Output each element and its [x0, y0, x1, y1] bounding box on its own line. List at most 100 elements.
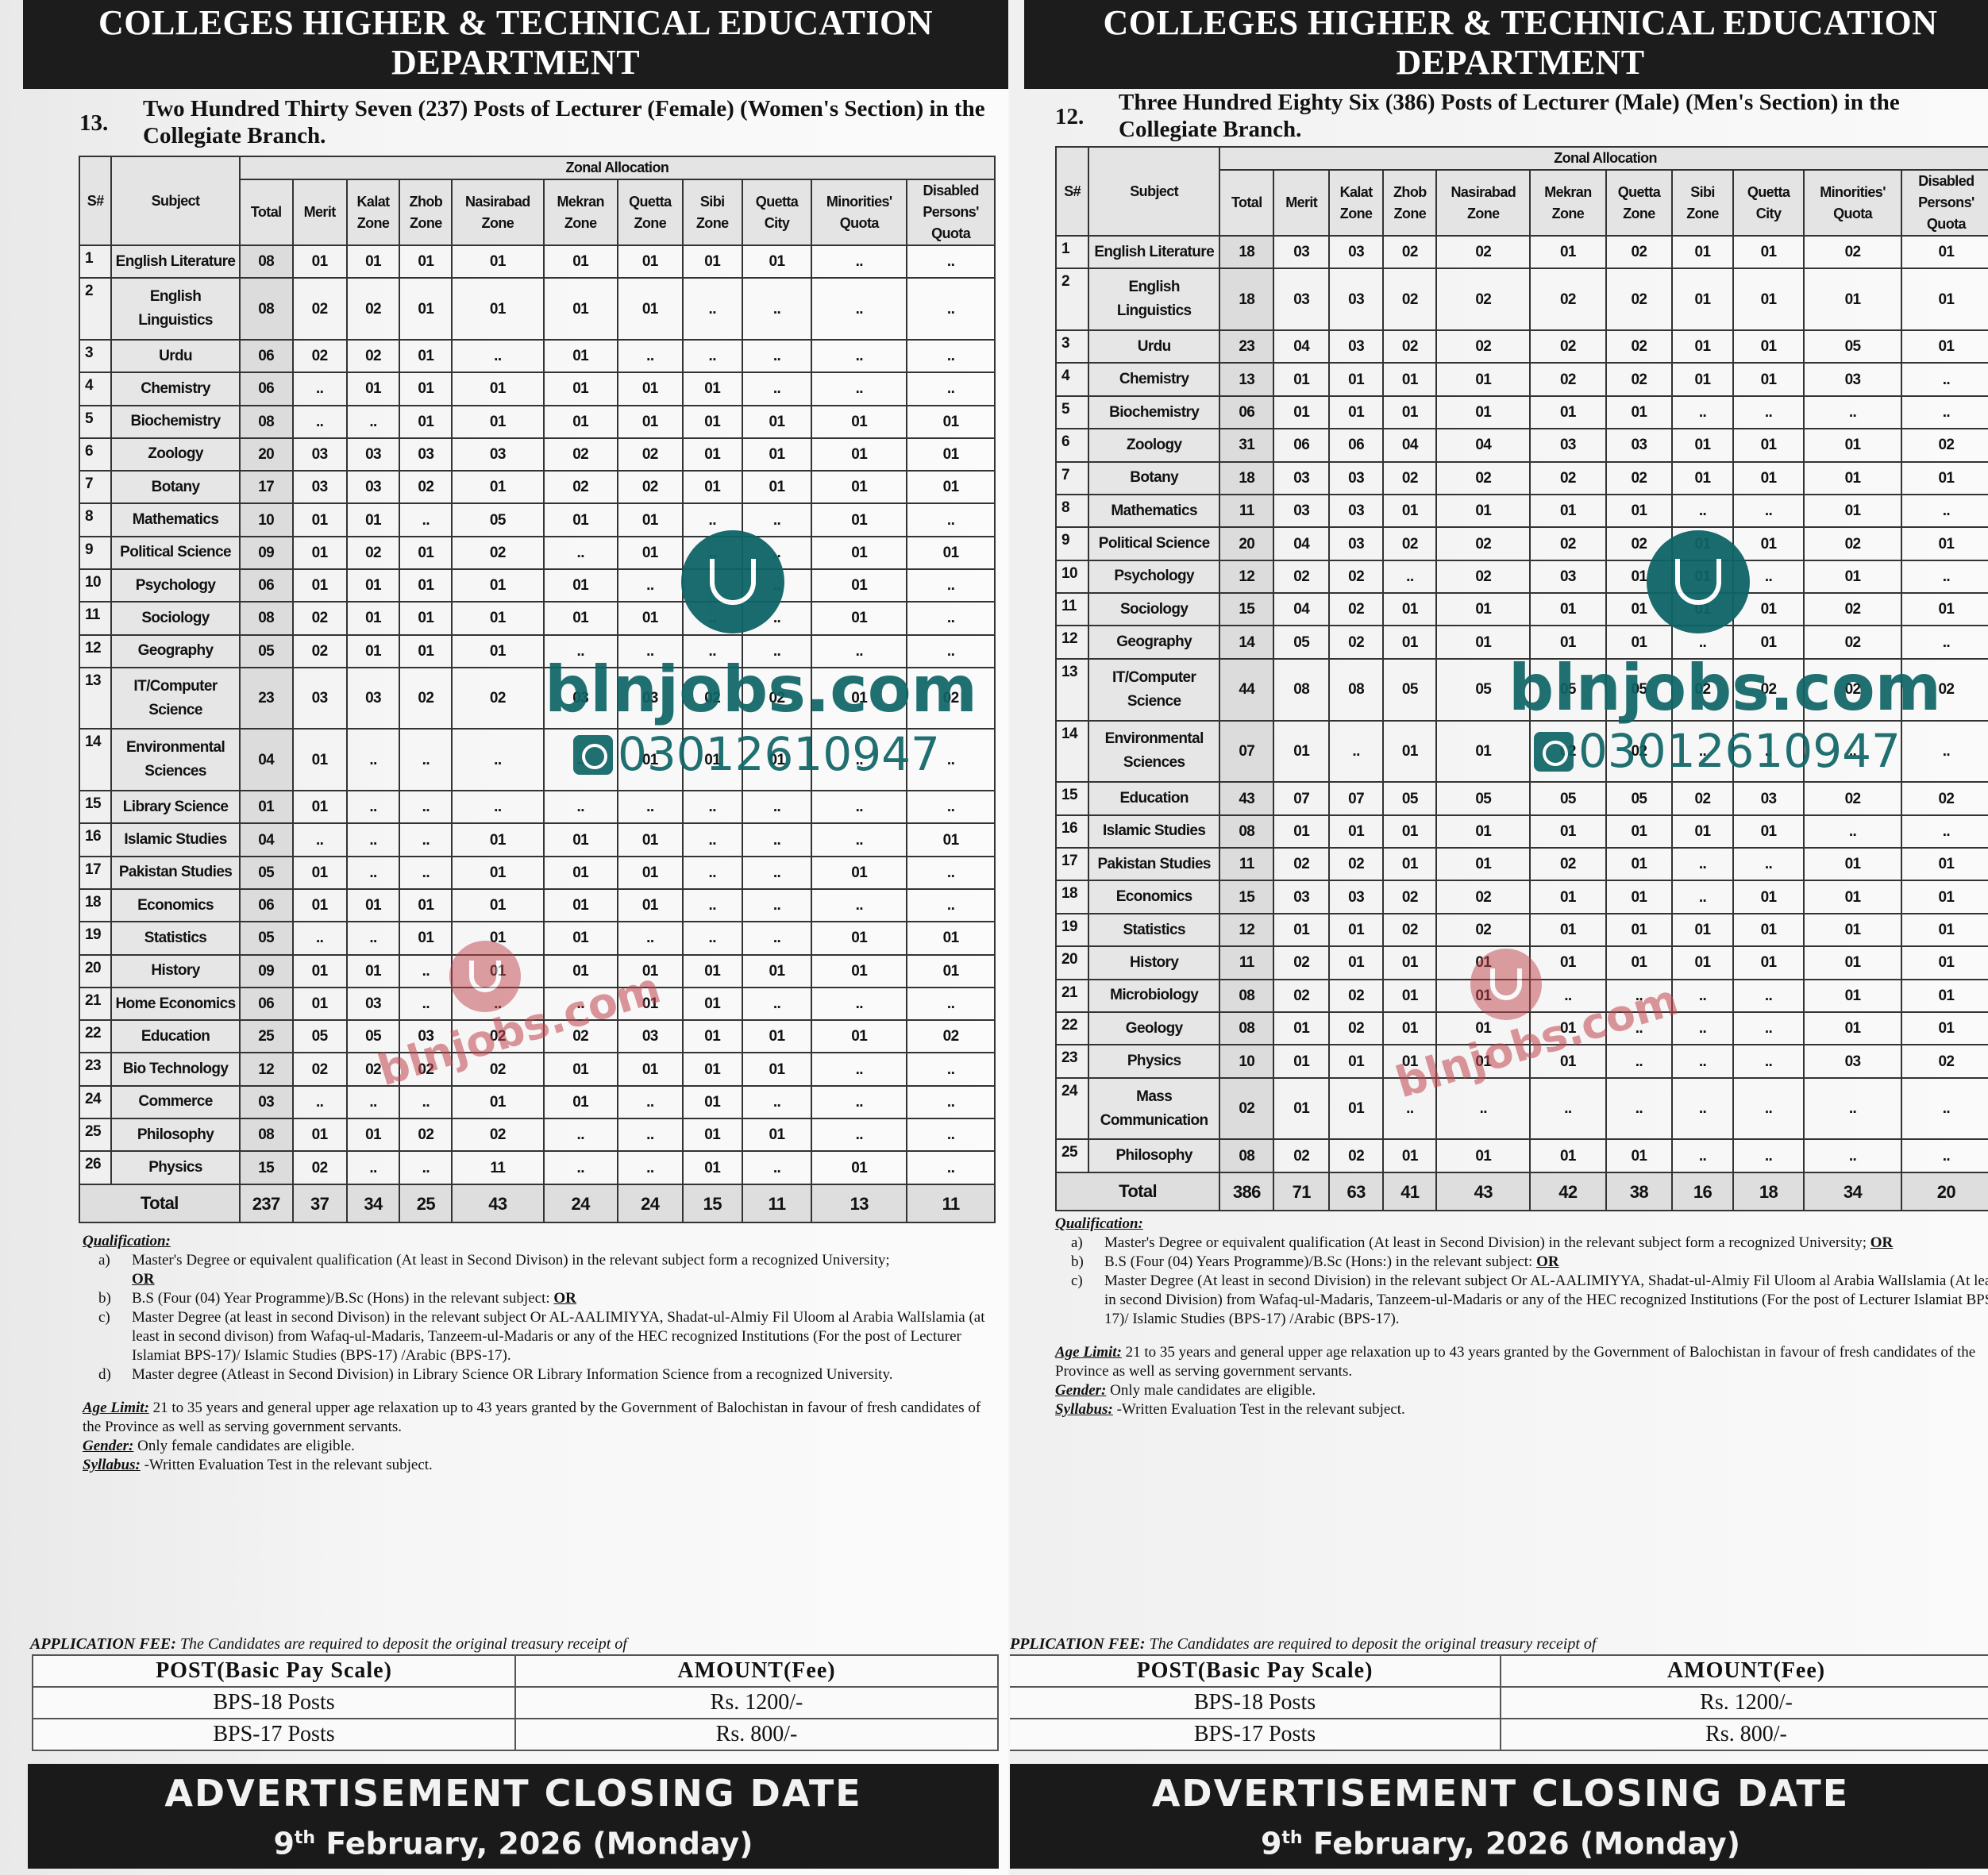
cell-mekran: 01 [542, 502, 618, 537]
cell-nasirabad: 01 [451, 887, 545, 923]
cell-minorities: .. [811, 1052, 908, 1087]
syllabus-text: -Written Evaluation Test in the relevant… [1116, 1401, 1405, 1418]
total-total: 386 [1219, 1172, 1275, 1211]
total-merit: 37 [291, 1184, 348, 1223]
cell-sn: 13 [1054, 657, 1090, 722]
cell-mekran: 01 [542, 953, 618, 988]
cell-disabled: 02 [1900, 1044, 1988, 1079]
cell-quetta-city: .. [1732, 1044, 1805, 1079]
cell-total: 08 [238, 277, 294, 341]
cell-merit: 03 [1273, 493, 1330, 529]
col-zhob: Zhob Zone [399, 179, 453, 246]
total-row: Total 237 37 34 25 43 24 24 15 11 13 11 [79, 1184, 996, 1223]
cell-sibi: .. [681, 921, 743, 956]
cell-sn: 24 [78, 1084, 113, 1120]
table-row: 25 Philosophy 08 02 02 01 01 01 01........ [1054, 1138, 1988, 1173]
cell-merit: 02 [291, 601, 348, 636]
fee-header-amount: AMOUNT(Fee) [514, 1654, 999, 1688]
cell-kalat: 01 [1327, 814, 1385, 849]
cell-zhob: 01 [1382, 847, 1438, 882]
cell-sn: 6 [1054, 428, 1090, 463]
cell-total: 06 [238, 372, 294, 406]
cell-mekran: 01 [1529, 1011, 1607, 1046]
cell-sn: 16 [78, 822, 113, 857]
cell-mekran: .. [542, 633, 618, 668]
cell-quetta-city: 02 [741, 666, 813, 730]
cell-total: 05 [238, 855, 294, 890]
cell-sn: 3 [1054, 329, 1090, 364]
cell-nasirabad: 02 [1435, 912, 1531, 948]
cell-disabled: .. [906, 1084, 996, 1120]
cell-quetta-city: 01 [1732, 268, 1805, 332]
cell-total: 12 [1219, 559, 1275, 595]
table-row: 13 IT/Computer Science 23 03 03 02 02 03 03 02 02 0… [78, 666, 996, 730]
cell-zhob: 01 [399, 535, 453, 570]
qualification-key: c) [98, 1309, 110, 1326]
col-zhob: Zhob Zone [1382, 169, 1438, 237]
cell-disabled: 01 [906, 822, 996, 857]
col-merit: Merit [291, 179, 348, 246]
cell-quetta: 01 [616, 372, 684, 406]
cell-quetta: 01 [616, 1052, 684, 1087]
cell-zhob: 02 [1382, 880, 1438, 914]
cell-minorities: 01 [811, 535, 908, 570]
qualification-label: Qualification: [83, 1233, 171, 1249]
cell-quetta: 03 [616, 666, 684, 730]
cell-quetta-city: 01 [741, 1118, 813, 1153]
cell-quetta: 01 [616, 535, 684, 570]
cell-subject: Geography [1088, 625, 1221, 660]
cell-total: 03 [238, 1084, 294, 1120]
cell-zhob: 01 [399, 921, 453, 956]
cell-sibi: .. [681, 855, 743, 890]
cell-sn: 26 [78, 1150, 113, 1185]
cell-minorities: 01 [811, 1019, 908, 1054]
cell-disabled: .. [906, 633, 996, 668]
cell-disabled: .. [1900, 362, 1988, 397]
cell-disabled: .. [906, 1118, 996, 1153]
cell-merit: 02 [291, 633, 348, 668]
cell-nasirabad: 01 [1435, 592, 1531, 627]
cell-total: 15 [1219, 880, 1275, 914]
cell-nasirabad: 01 [451, 404, 545, 439]
cell-sn: 6 [78, 437, 113, 472]
cell-disabled: 01 [906, 404, 996, 439]
cell-merit: 03 [291, 666, 348, 730]
allocation-table: S# Subject Zonal Allocation Total Merit … [1054, 146, 1988, 1211]
fee-row: BPS-17 Posts Rs. 800/- [1010, 1718, 1988, 1751]
cell-nasirabad: 01 [451, 568, 545, 603]
cell-total: 08 [1219, 978, 1275, 1013]
cell-zhob: 02 [1382, 526, 1438, 561]
cell-nasirabad: 01 [451, 822, 545, 857]
cell-quetta-city: .. [1732, 719, 1805, 783]
cell-nasirabad: 01 [1435, 625, 1531, 660]
cell-subject: Mass Communication [1088, 1076, 1221, 1141]
cell-kalat: 03 [1327, 268, 1385, 332]
cell-subject: Urdu [110, 338, 241, 374]
cell-sn: 11 [1054, 592, 1090, 627]
fee-header-amount: AMOUNT(Fee) [1500, 1654, 1988, 1688]
cell-quetta-city: 01 [1732, 362, 1805, 397]
qualification-list: a) Master's Degree or equivalent qualific… [83, 1251, 996, 1384]
cell-zhob: 01 [1382, 1011, 1438, 1046]
gender: Gender: Only female candidates are eligi… [83, 1437, 996, 1456]
cell-total: 15 [238, 1150, 294, 1185]
cell-merit: .. [291, 1084, 348, 1120]
cell-quetta: 01 [616, 502, 684, 537]
cell-sibi: .. [681, 338, 743, 374]
cell-subject: Economics [110, 887, 241, 923]
cell-disabled: .. [1900, 814, 1988, 849]
cell-sibi: .. [1671, 1011, 1734, 1046]
cell-subject: Botany [110, 470, 241, 505]
cell-zhob: 01 [1382, 978, 1438, 1013]
cell-quetta-city: .. [1732, 978, 1805, 1013]
cell-disabled: 02 [1900, 781, 1988, 816]
cell-total: 14 [1219, 625, 1275, 660]
cell-minorities: 02 [1803, 781, 1902, 816]
cell-quetta-city: 03 [1732, 781, 1805, 816]
cell-quetta: .. [616, 790, 684, 825]
cell-sn: 22 [78, 1019, 113, 1054]
cell-sibi: 01 [1671, 814, 1734, 849]
cell-subject: Urdu [1088, 329, 1221, 364]
cell-minorities: .. [811, 986, 908, 1022]
cell-mekran: 01 [1529, 1138, 1607, 1173]
